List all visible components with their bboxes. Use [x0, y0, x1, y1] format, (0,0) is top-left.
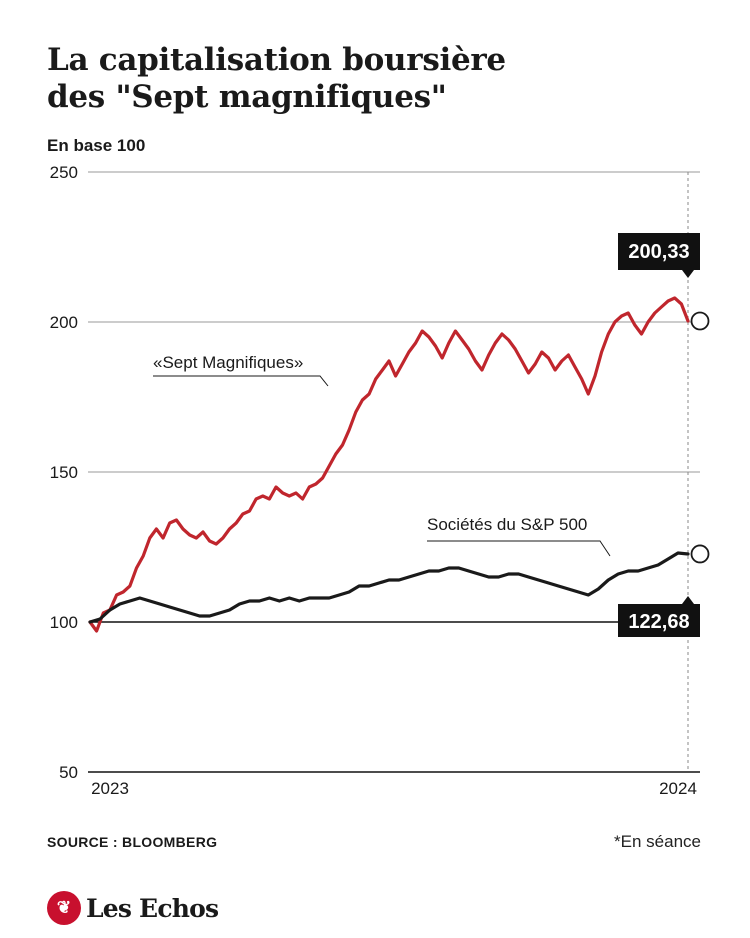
les-echos-logo-icon: ❦	[47, 891, 81, 925]
series-label-sp500: Sociétés du S&P 500	[427, 515, 611, 557]
series-label-sept-text: «Sept Magnifiques»	[153, 353, 303, 372]
les-echos-logo: ❦ Les Echos	[47, 888, 219, 928]
series-label-sept-pointer	[153, 375, 329, 387]
chart-title-line-1: La capitalisation boursière	[47, 42, 506, 78]
series-line-sp500	[88, 551, 690, 624]
end-value-flag-sept: 200,33	[618, 233, 700, 278]
y-tick-label: 250	[50, 163, 78, 182]
series-lines	[88, 296, 690, 633]
end-value-sp500-text: 122,68	[628, 611, 689, 633]
x-tick-label: 2024	[659, 779, 697, 798]
y-tick-label: 100	[50, 613, 78, 632]
end-value-sept-text: 200,33	[628, 241, 689, 263]
grid-lines	[88, 171, 700, 773]
y-tick-label: 200	[50, 313, 78, 332]
end-point-marker-sp500	[690, 544, 710, 564]
end-value-flag-sp500: 122,68	[618, 596, 700, 637]
les-echos-logo-text: Les Echos	[86, 893, 219, 923]
series-label-sept: «Sept Magnifiques»	[153, 353, 329, 387]
session-footnote: *En séance	[614, 832, 701, 851]
y-tick-label: 150	[50, 463, 78, 482]
series-label-sp500-text: Sociétés du S&P 500	[427, 515, 587, 534]
y-tick-label: 50	[59, 763, 78, 782]
x-tick-label: 2023	[91, 779, 129, 798]
series-line-sept-magnifiques	[88, 296, 690, 633]
line-chart: 250 200 150 100 50 2023 2024 «Sept Magnifique…	[50, 163, 710, 798]
chart-title-line-2: des "Sept magnifiques"	[47, 79, 447, 115]
chart-title: La capitalisation boursière des "Sept ma…	[47, 42, 707, 116]
unit-label: En base 100	[47, 136, 146, 155]
end-point-marker-sept-magnifiques	[690, 311, 710, 331]
source-note: SOURCE : BLOOMBERG	[47, 834, 218, 850]
y-axis-ticks: 250 200 150 100 50	[50, 163, 78, 782]
x-axis-ticks: 2023 2024	[91, 779, 697, 798]
series-label-sp500-pointer	[427, 540, 611, 557]
